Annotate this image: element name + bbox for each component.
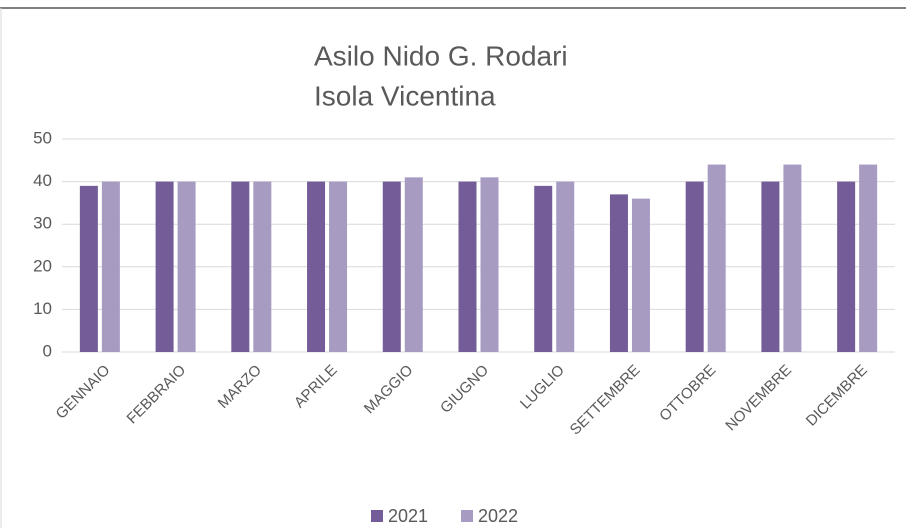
y-tick-label: 30: [33, 214, 52, 233]
bar: [685, 181, 704, 352]
bar: [329, 181, 348, 352]
x-tick-label: MAGGIO: [361, 362, 417, 418]
x-tick-label: GIUGNO: [437, 362, 492, 417]
bar: [79, 185, 98, 352]
y-tick-label: 20: [33, 256, 52, 275]
bar: [307, 181, 326, 352]
x-tick-label: NOVEMBRE: [722, 362, 795, 435]
bar: [837, 181, 856, 352]
bar: [609, 194, 628, 352]
bar: [859, 164, 878, 352]
x-tick-label: APRILE: [291, 362, 341, 412]
chart-title: Asilo Nido G. Rodari: [314, 40, 568, 71]
legend-label: 2022: [478, 506, 518, 526]
x-tick-label: DICEMBRE: [803, 362, 871, 430]
bar: [707, 164, 726, 352]
x-tick-label: LUGLIO: [517, 362, 568, 413]
bar: [177, 181, 196, 352]
bar: [534, 185, 553, 352]
x-tick-label: MARZO: [215, 362, 265, 412]
legend-swatch: [461, 510, 473, 522]
bar: [761, 181, 780, 352]
y-tick-label: 50: [33, 128, 52, 147]
bar: [253, 181, 272, 352]
bar: [231, 181, 250, 352]
bar: [631, 198, 650, 352]
bar: [382, 181, 401, 352]
x-tick-label: GENNAIO: [53, 362, 114, 423]
bar: [556, 181, 575, 352]
x-tick-label: SETTEMBRE: [567, 362, 644, 439]
y-tick-label: 40: [33, 171, 52, 190]
chart-subtitle: Isola Vicentina: [314, 80, 496, 111]
x-tick-label: FEBBRAIO: [124, 362, 190, 428]
bar: [783, 164, 802, 352]
bar: [458, 181, 477, 352]
legend-label: 2021: [388, 506, 428, 526]
bar: [101, 181, 120, 352]
x-tick-label: OTTOBRE: [656, 362, 719, 425]
bar: [404, 177, 423, 352]
bar: [155, 181, 174, 352]
y-tick-label: 0: [43, 341, 52, 360]
y-tick-label: 10: [33, 299, 52, 318]
legend-swatch: [371, 510, 383, 522]
bar: [480, 177, 499, 352]
